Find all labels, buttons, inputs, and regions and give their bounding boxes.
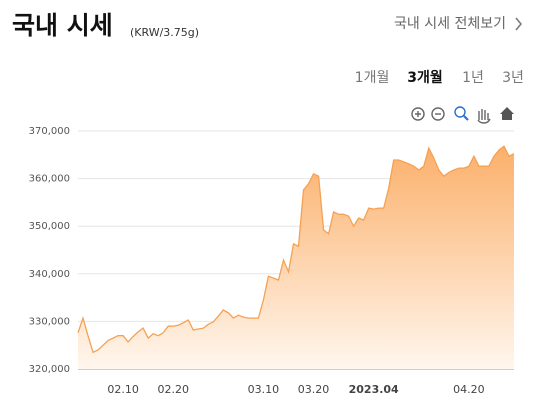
x-tick-label: 2023.04 bbox=[349, 383, 399, 396]
period-tab[interactable]: 1개월 bbox=[355, 70, 390, 86]
tabs: 1개월 3개월 1년 3년 bbox=[355, 69, 524, 86]
period-tab[interactable]: 3개월 bbox=[407, 69, 443, 86]
y-tick-label: 320,000 bbox=[29, 364, 70, 375]
unit: (KRW/3.75g) bbox=[130, 26, 199, 39]
view-all-link[interactable]: 국내 시세 전체보기 bbox=[394, 16, 506, 32]
zoom-select[interactable] bbox=[454, 106, 466, 118]
x-tick-label: 02.20 bbox=[157, 383, 189, 396]
zoom-out[interactable] bbox=[431, 107, 445, 121]
title: 국내 시세 bbox=[12, 11, 113, 40]
x-tick-label: 03.20 bbox=[298, 383, 330, 396]
x-tick-label: 04.20 bbox=[453, 383, 485, 396]
y-tick-label: 340,000 bbox=[29, 269, 70, 280]
line bbox=[77, 145, 515, 354]
y-tick-label: 360,000 bbox=[29, 174, 70, 185]
x-tick-label: 02.10 bbox=[107, 383, 139, 396]
zoom-in[interactable] bbox=[411, 107, 425, 121]
chevron[interactable] bbox=[515, 17, 522, 31]
y-tick-label: 350,000 bbox=[29, 221, 70, 232]
toolbar bbox=[411, 106, 514, 124]
y-tick-label: 330,000 bbox=[29, 316, 70, 327]
y-tick-label: 370,000 bbox=[29, 126, 70, 137]
pan[interactable] bbox=[477, 109, 491, 124]
home[interactable] bbox=[500, 107, 514, 120]
x-tick-label: 03.10 bbox=[248, 383, 280, 396]
area bbox=[78, 146, 514, 369]
period-tab[interactable]: 1년 bbox=[462, 70, 484, 86]
period-tab[interactable]: 3년 bbox=[502, 70, 524, 86]
